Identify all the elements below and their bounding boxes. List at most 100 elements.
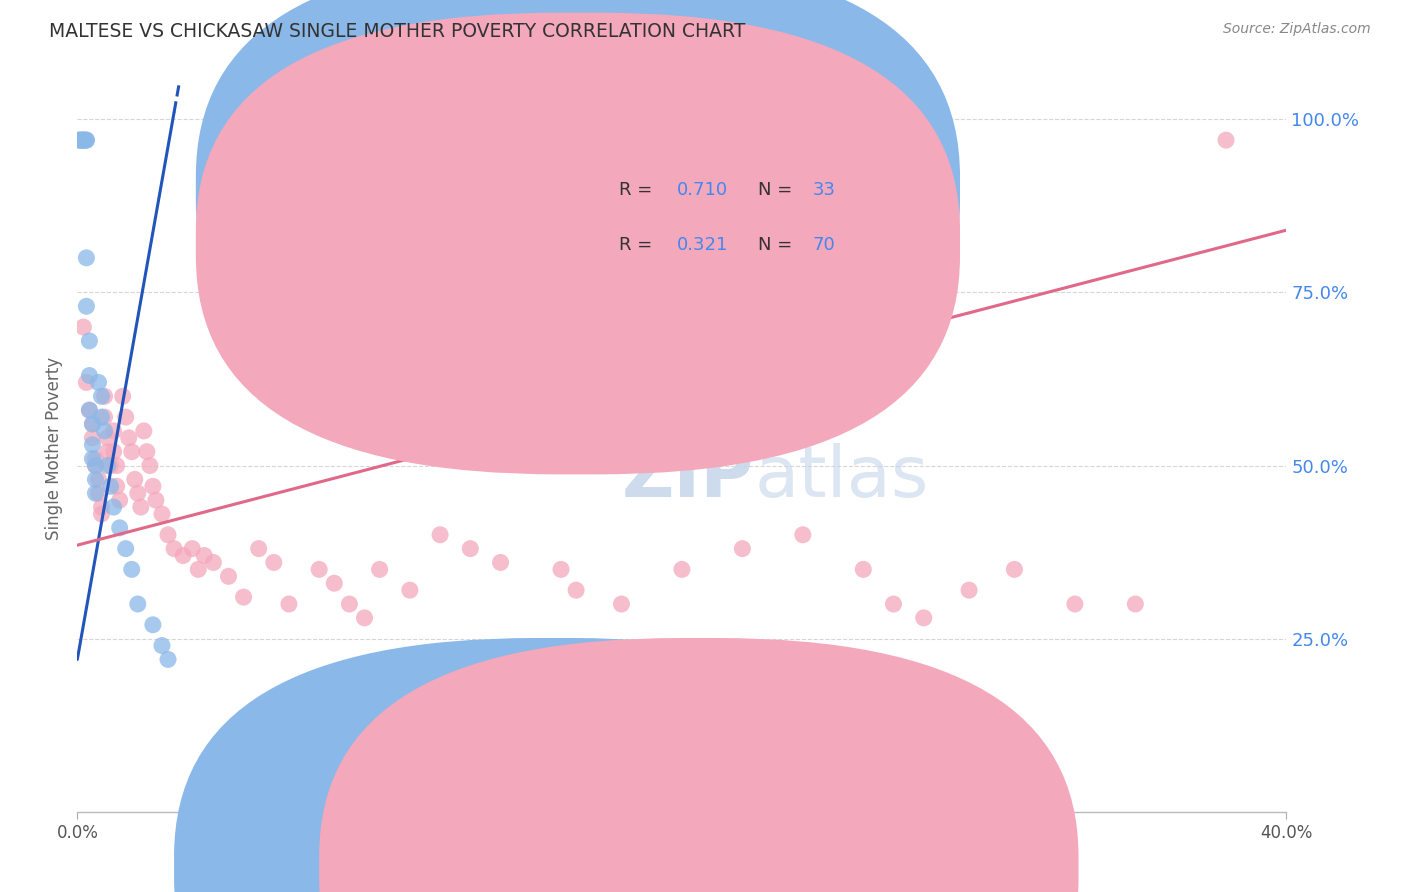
Text: 0.321: 0.321 — [678, 235, 728, 253]
Text: N =: N = — [758, 181, 799, 199]
Point — [792, 528, 814, 542]
Point — [87, 472, 110, 486]
Point — [79, 334, 101, 348]
Point — [232, 590, 254, 604]
Point — [103, 500, 125, 514]
Point — [172, 549, 194, 563]
Point — [187, 562, 209, 576]
FancyBboxPatch shape — [174, 638, 934, 892]
Text: R =: R = — [619, 181, 658, 199]
Point — [399, 583, 422, 598]
Point — [671, 562, 693, 576]
Point — [121, 444, 143, 458]
Point — [82, 417, 104, 431]
Point — [105, 479, 128, 493]
Point — [247, 541, 270, 556]
Point — [108, 521, 131, 535]
Point — [368, 562, 391, 576]
Point — [100, 479, 122, 493]
Point — [72, 320, 94, 334]
Point — [353, 611, 375, 625]
Point — [610, 597, 633, 611]
Point — [90, 500, 112, 514]
Point — [87, 486, 110, 500]
Point — [852, 562, 875, 576]
Point — [157, 652, 180, 666]
Point — [84, 458, 107, 473]
Point — [111, 389, 134, 403]
Point — [150, 639, 173, 653]
Point — [150, 507, 173, 521]
Point — [124, 472, 146, 486]
Point — [135, 444, 157, 458]
Point — [103, 424, 125, 438]
Point — [82, 417, 104, 431]
Text: R =: R = — [619, 235, 658, 253]
Point — [1123, 597, 1146, 611]
Point — [72, 133, 94, 147]
Point — [114, 541, 136, 556]
FancyBboxPatch shape — [524, 143, 894, 285]
Point — [193, 549, 215, 563]
Point — [73, 133, 96, 147]
Point — [127, 597, 149, 611]
Text: atlas: atlas — [755, 442, 929, 512]
Point — [157, 528, 180, 542]
Point — [565, 583, 588, 598]
Point — [84, 458, 107, 473]
Text: 33: 33 — [813, 181, 835, 199]
Point — [84, 486, 107, 500]
Point — [79, 368, 101, 383]
Point — [108, 493, 131, 508]
Point — [96, 431, 118, 445]
Point — [67, 133, 90, 147]
Point — [129, 500, 152, 514]
Point — [957, 583, 980, 598]
Text: 70: 70 — [813, 235, 835, 253]
Point — [118, 431, 141, 445]
Text: Chickasaw: Chickasaw — [728, 858, 815, 876]
Point — [883, 597, 905, 611]
Point — [337, 597, 360, 611]
Point — [84, 472, 107, 486]
Point — [163, 541, 186, 556]
Point — [731, 541, 754, 556]
Point — [69, 133, 91, 147]
Point — [105, 458, 128, 473]
Point — [70, 133, 93, 147]
Point — [90, 389, 112, 403]
Text: Source: ZipAtlas.com: Source: ZipAtlas.com — [1223, 22, 1371, 37]
Point — [1064, 597, 1087, 611]
Point — [93, 424, 115, 438]
Point — [139, 458, 162, 473]
Point — [202, 556, 225, 570]
Point — [75, 133, 97, 147]
Point — [90, 507, 112, 521]
Point — [82, 431, 104, 445]
Text: 0.710: 0.710 — [678, 181, 728, 199]
FancyBboxPatch shape — [195, 0, 960, 420]
Y-axis label: Single Mother Poverty: Single Mother Poverty — [45, 357, 63, 540]
Point — [1215, 133, 1237, 147]
Text: Maltese: Maltese — [582, 858, 648, 876]
Point — [87, 376, 110, 390]
Point — [79, 403, 101, 417]
Point — [96, 444, 118, 458]
Text: ZIP: ZIP — [623, 442, 755, 512]
Point — [218, 569, 240, 583]
Point — [72, 133, 94, 147]
Point — [323, 576, 346, 591]
Point — [75, 133, 97, 147]
Point — [79, 403, 101, 417]
Point — [550, 562, 572, 576]
Point — [912, 611, 935, 625]
Point — [142, 479, 165, 493]
Point — [82, 438, 104, 452]
Point — [90, 410, 112, 425]
Point — [489, 556, 512, 570]
Point — [1004, 562, 1026, 576]
Point — [142, 617, 165, 632]
Point — [96, 458, 118, 473]
Point — [308, 562, 330, 576]
Point — [82, 451, 104, 466]
